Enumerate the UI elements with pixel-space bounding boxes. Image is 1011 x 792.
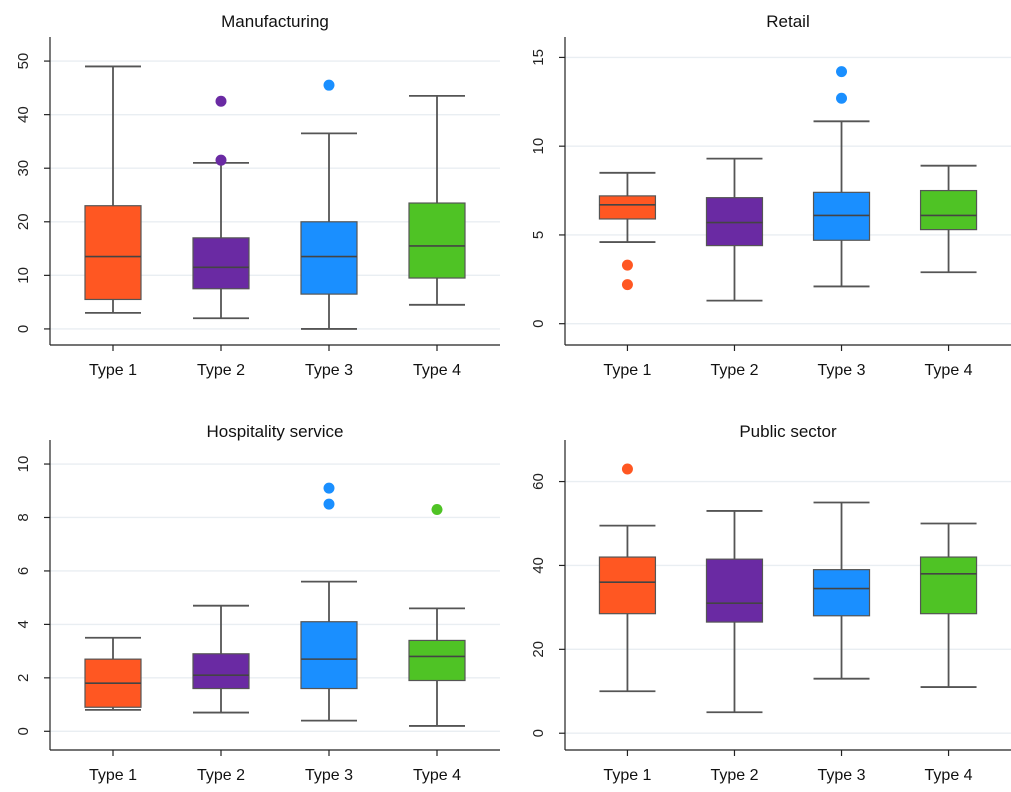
x-tick-label: Type 2	[710, 767, 758, 784]
box-4	[919, 164, 978, 274]
y-tick-label: 20	[15, 213, 32, 230]
x-tick-label: Type 2	[197, 362, 245, 379]
y-tick-label: 6	[15, 567, 32, 575]
outlier-point	[215, 154, 227, 166]
iqr-box	[705, 197, 764, 247]
outlier-point	[323, 482, 335, 494]
y-tick-label: 20	[530, 641, 547, 658]
box-1	[84, 636, 142, 711]
iqr-box	[598, 195, 657, 220]
iqr-box	[919, 189, 978, 231]
outlier-point	[323, 498, 335, 510]
y-tick-label: 10	[15, 456, 32, 473]
iqr-box	[300, 621, 358, 690]
box-4	[919, 522, 978, 688]
x-tick-label: Type 1	[89, 767, 137, 784]
y-tick-label: 4	[15, 620, 32, 628]
x-tick-label: Type 3	[818, 362, 866, 379]
iqr-box	[812, 569, 871, 617]
box-2	[192, 604, 250, 714]
chart-title: Retail	[766, 12, 809, 31]
iqr-box	[300, 221, 358, 295]
box-4	[408, 503, 466, 727]
iqr-box	[192, 237, 250, 290]
y-tick-label: 60	[530, 473, 547, 490]
iqr-box	[408, 639, 466, 682]
x-tick-label: Type 1	[603, 362, 651, 379]
outlier-point	[323, 79, 335, 91]
x-tick-label: Type 3	[305, 362, 353, 379]
x-tick-label: Type 2	[710, 362, 758, 379]
x-tick-label: Type 1	[89, 362, 137, 379]
x-tick-label: Type 2	[197, 767, 245, 784]
y-tick-label: 0	[15, 727, 32, 735]
y-tick-label: 0	[530, 729, 547, 737]
iqr-box	[84, 205, 142, 301]
chart-panel-1: Manufacturing 0 10 20 30 40 50 Type 1 Type 2 Type…	[15, 12, 500, 379]
box-3	[812, 501, 871, 680]
box-4	[408, 94, 466, 306]
box-3	[300, 79, 358, 330]
chart-title: Hospitality service	[207, 422, 344, 441]
chart-panel-2: Retail 0 5 10 15 Type 1 Type 2 Type 3 Type 4	[530, 12, 1011, 379]
x-tick-label: Type 3	[818, 767, 866, 784]
y-tick-label: 50	[15, 53, 32, 70]
chart-title: Public sector	[739, 422, 837, 441]
x-tick-label: Type 4	[413, 362, 461, 379]
box-1	[598, 463, 657, 693]
outlier-point	[621, 259, 633, 271]
x-tick-label: Type 4	[413, 767, 461, 784]
box-2	[705, 157, 764, 302]
outlier-point	[836, 66, 848, 78]
y-tick-label: 8	[15, 513, 32, 521]
box-2	[192, 95, 250, 320]
outlier-point	[621, 463, 633, 475]
x-tick-label: Type 3	[305, 767, 353, 784]
outlier-point	[836, 92, 848, 104]
x-tick-label: Type 4	[925, 362, 973, 379]
x-tick-label: Type 4	[925, 767, 973, 784]
chart-panel-3: Hospitality service 0 2 4 6 8 10 Type 1 Type 2 Ty…	[15, 422, 500, 784]
x-tick-label: Type 1	[603, 767, 651, 784]
iqr-box	[919, 556, 978, 615]
y-tick-label: 30	[15, 160, 32, 177]
y-tick-label: 5	[530, 231, 547, 239]
box-1	[84, 65, 142, 314]
y-tick-label: 40	[530, 557, 547, 574]
iqr-box	[192, 653, 250, 690]
y-tick-label: 0	[15, 325, 32, 333]
outlier-point	[431, 503, 443, 515]
iqr-box	[812, 191, 871, 241]
iqr-box	[705, 558, 764, 623]
box-1	[598, 171, 657, 291]
y-tick-label: 40	[15, 106, 32, 123]
chart-panel-4: Public sector 0 20 40 60 Type 1 Type 2 Type 3 Ty…	[530, 422, 1011, 784]
box-3	[300, 482, 358, 722]
box-2	[705, 510, 764, 714]
iqr-box	[598, 556, 657, 615]
chart-title: Manufacturing	[221, 12, 329, 31]
y-tick-label: 15	[530, 49, 547, 66]
y-tick-label: 2	[15, 674, 32, 682]
outlier-point	[215, 95, 227, 107]
y-tick-label: 10	[530, 138, 547, 155]
y-tick-label: 10	[15, 267, 32, 284]
y-tick-label: 0	[530, 320, 547, 328]
iqr-box	[408, 202, 466, 279]
outlier-point	[621, 279, 633, 291]
box-3	[812, 66, 871, 288]
